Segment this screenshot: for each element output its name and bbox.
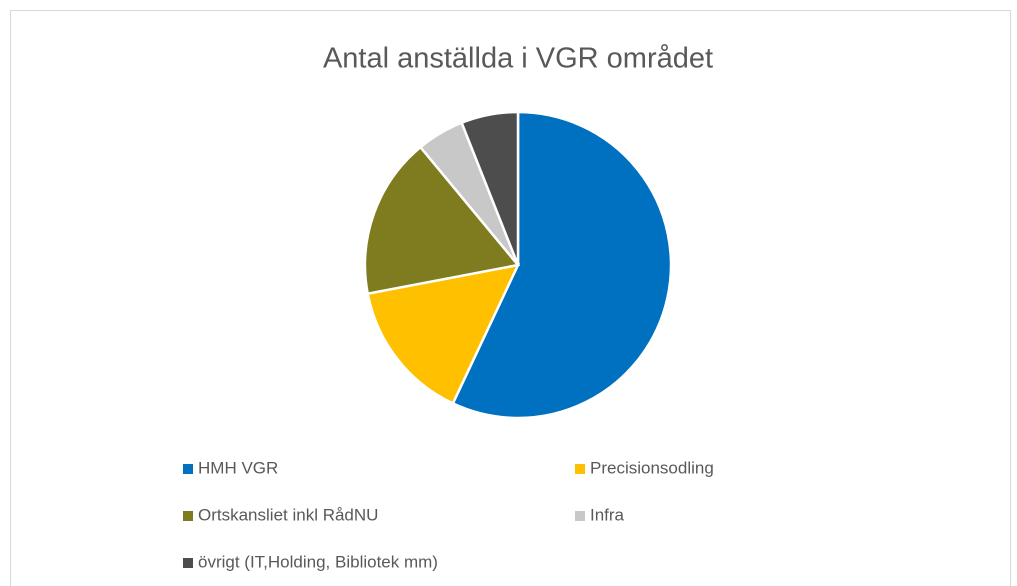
legend-swatch	[183, 511, 193, 521]
chart-title: Antal anställda i VGR området	[323, 43, 713, 75]
pie-slice	[460, 110, 520, 266]
legend-label: Ortskansliet inkl RådNU	[198, 505, 378, 524]
legend-swatch	[183, 464, 193, 474]
pie-slice	[451, 110, 673, 420]
legend-swatch	[575, 511, 585, 521]
pie-slice	[363, 145, 521, 296]
pie-slice	[366, 263, 521, 406]
legend-label: Precisionsodling	[590, 458, 714, 477]
legend-label: Infra	[590, 505, 625, 524]
legend-label: HMH VGR	[198, 458, 278, 477]
legend-label: övrigt (IT,Holding, Bibliotek mm)	[198, 552, 438, 571]
legend-swatch	[575, 464, 585, 474]
legend-swatch	[183, 558, 193, 568]
